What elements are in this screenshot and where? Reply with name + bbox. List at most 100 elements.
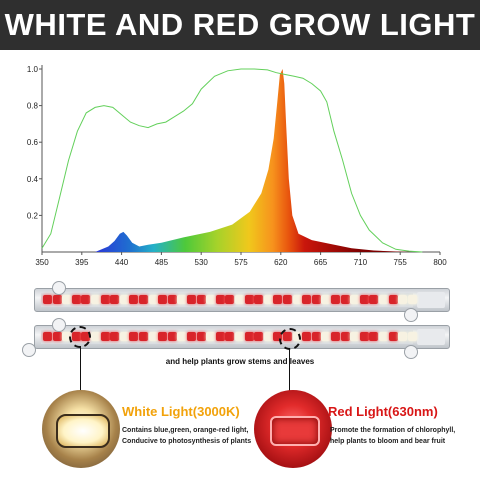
mounting-tab: [52, 281, 66, 295]
red-led: [273, 295, 283, 304]
red-led: [225, 332, 235, 341]
red-led: [167, 332, 177, 341]
red-led: [100, 332, 110, 341]
red-led: [110, 295, 120, 304]
x-tick-label: 620: [274, 258, 288, 267]
red-led: [187, 332, 196, 341]
red-led: [167, 295, 177, 304]
y-tick-label: 0.4: [27, 175, 39, 184]
white-led: [292, 295, 302, 304]
white-led-closeup: [42, 390, 120, 468]
red-led-chip: [270, 416, 320, 446]
red-led: [302, 295, 312, 304]
white-led: [350, 332, 360, 341]
red-led: [215, 295, 225, 304]
red-led: [369, 332, 379, 341]
white-led: [321, 295, 331, 304]
white-light-line: Contains blue,green, orange-red light,: [122, 427, 249, 434]
red-led: [273, 332, 283, 341]
x-tick-label: 710: [354, 258, 368, 267]
white-led: [62, 295, 72, 304]
red-led: [196, 295, 206, 304]
white-led: [263, 332, 273, 341]
white-light-description: Contains blue,green, orange-red light, C…: [122, 425, 251, 447]
mounting-tab: [52, 318, 66, 332]
white-led: [407, 295, 417, 304]
red-led: [359, 332, 369, 341]
red-led: [244, 332, 254, 341]
red-led: [129, 295, 139, 304]
white-led: [235, 295, 244, 304]
red-led: [158, 332, 168, 341]
red-led: [254, 332, 264, 341]
x-tick-label: 665: [314, 258, 328, 267]
mounting-tab: [22, 343, 36, 357]
chart-axes: 350 395 440 485 530 575 620 665 710 755 800 0.2 0.4 0…: [27, 65, 447, 267]
white-led: [350, 295, 360, 304]
callout-line-red: [289, 348, 290, 392]
red-led: [196, 332, 206, 341]
x-tick-label: 800: [433, 258, 447, 267]
red-led: [369, 295, 379, 304]
red-led-closeup: [254, 390, 332, 468]
red-led: [311, 332, 321, 341]
page-title: WHITE AND RED GROW LIGHT: [4, 7, 476, 42]
white-light-line: Conducive to photosynthesis of plants: [122, 438, 252, 445]
mounting-tab: [404, 345, 418, 359]
white-led: [206, 332, 216, 341]
white-led: [62, 332, 72, 341]
red-light-line: help plants to bloom and bear fruit: [330, 438, 446, 445]
red-led: [139, 295, 148, 304]
white-led: [119, 295, 129, 304]
red-light-description: Promote the formation of chlorophyll, he…: [330, 425, 455, 447]
red-led: [100, 295, 110, 304]
white-light-title: White Light(3000K): [122, 404, 240, 419]
white-led: [235, 332, 244, 341]
red-led: [187, 295, 196, 304]
x-tick-label: 755: [394, 258, 408, 267]
red-led: [129, 332, 139, 341]
red-led: [359, 295, 369, 304]
spectrum-chart: 350 395 440 485 530 575 620 665 710 755 800 0.2 0.4 0…: [27, 65, 447, 267]
red-led: [388, 295, 398, 304]
strip-caption: and help plants grow stems and leaves: [165, 357, 315, 366]
red-led: [331, 332, 340, 341]
led-strip-bottom: [34, 325, 450, 349]
y-tick-label: 1.0: [27, 65, 39, 74]
red-led: [215, 332, 225, 341]
white-led: [206, 295, 216, 304]
white-led: [177, 295, 187, 304]
red-led: [283, 295, 292, 304]
white-led: [91, 295, 100, 304]
red-led: [340, 295, 350, 304]
x-tick-label: 530: [195, 258, 209, 267]
red-led: [254, 295, 264, 304]
white-led-chip: [56, 414, 110, 448]
photosynthesis-curve: [41, 68, 423, 253]
red-led: [388, 332, 398, 341]
red-led: [158, 295, 168, 304]
red-led: [331, 295, 340, 304]
x-tick-label: 485: [155, 258, 169, 267]
chart-series: [41, 68, 423, 253]
red-led: [139, 332, 148, 341]
strip-endcap: [417, 292, 445, 308]
white-led: [398, 332, 408, 341]
x-tick-label: 395: [75, 258, 89, 267]
red-led: [52, 332, 62, 341]
red-led: [43, 295, 52, 304]
red-led: [52, 295, 62, 304]
white-led: [119, 332, 129, 341]
white-led: [379, 295, 388, 304]
led-strip-top: [34, 288, 450, 312]
red-led: [71, 295, 81, 304]
white-led: [148, 295, 158, 304]
y-tick-label: 0.8: [27, 102, 39, 111]
red-led-highlight: [279, 328, 301, 350]
white-led: [263, 295, 273, 304]
x-tick-label: 350: [35, 258, 49, 267]
white-led: [148, 332, 158, 341]
x-tick-label: 575: [234, 258, 248, 267]
white-led: [91, 332, 100, 341]
x-tick-label: 440: [115, 258, 129, 267]
